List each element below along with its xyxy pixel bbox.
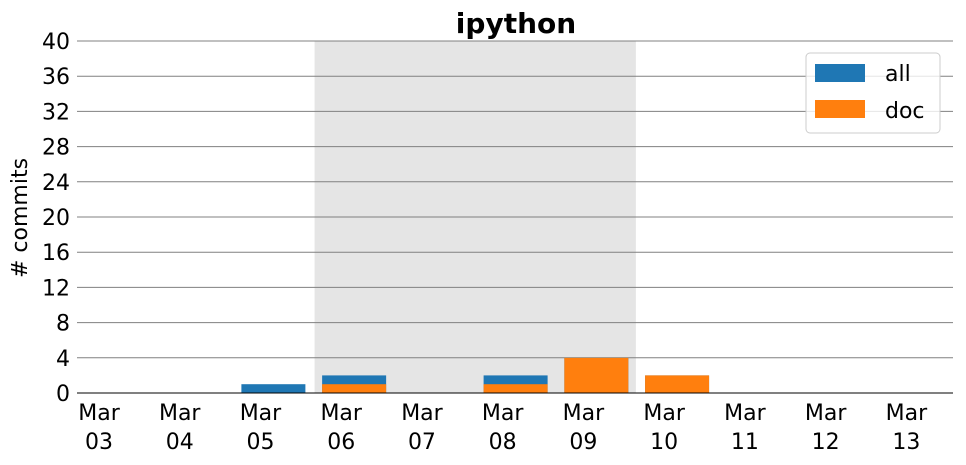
bar-doc-10 — [645, 375, 710, 393]
x-tick-month: Mar — [886, 401, 928, 426]
y-tick-label: 28 — [42, 136, 70, 161]
x-tick-month: Mar — [159, 401, 201, 426]
x-tick-month: Mar — [805, 401, 847, 426]
y-tick-label: 20 — [42, 206, 70, 231]
x-tick-month: Mar — [482, 401, 524, 426]
x-tick-day: 10 — [650, 430, 678, 455]
y-tick-label: 32 — [42, 100, 70, 125]
x-tick-day: 11 — [731, 430, 759, 455]
x-tick-day: 09 — [569, 430, 597, 455]
y-tick-label: 40 — [42, 30, 70, 55]
x-tick-labels: Mar 03 Mar 04 Mar 05 Mar 06 Mar 07 Mar 08 Mar 09 Mar 10… — [78, 401, 928, 455]
x-tick-day: 06 — [327, 430, 355, 455]
x-tick-day: 04 — [166, 430, 194, 455]
legend: all doc — [805, 52, 941, 134]
bar-doc-08 — [483, 384, 548, 393]
x-tick-day: 08 — [489, 430, 517, 455]
x-tick-month: Mar — [240, 401, 282, 426]
x-tick-day: 07 — [408, 430, 436, 455]
x-tick-day: 03 — [85, 430, 113, 455]
x-tick-month: Mar — [320, 401, 362, 426]
bar-doc-09 — [564, 357, 629, 393]
y-tick-label: 12 — [42, 276, 70, 301]
legend-label-doc: doc — [885, 99, 925, 124]
grid-lines — [77, 40, 953, 359]
legend-swatch-all — [815, 64, 865, 82]
bar-all-05 — [241, 384, 306, 393]
y-tick-label: 16 — [42, 241, 70, 266]
bars — [241, 357, 710, 393]
x-tick-day: 13 — [892, 430, 920, 455]
y-tick-label: 36 — [42, 65, 70, 90]
x-tick-month: Mar — [401, 401, 443, 426]
y-tick-label: 0 — [56, 382, 70, 407]
x-tick-day: 05 — [246, 430, 274, 455]
y-tick-label: 8 — [56, 312, 70, 337]
bar-doc-06 — [322, 384, 387, 393]
chart-title: ipython — [456, 7, 576, 40]
y-tick-label: 24 — [42, 171, 70, 196]
x-tick-month: Mar — [563, 401, 605, 426]
y-tick-label: 4 — [56, 347, 70, 372]
x-tick-month: Mar — [724, 401, 766, 426]
x-tick-month: Mar — [643, 401, 685, 426]
x-tick-day: 12 — [812, 430, 840, 455]
y-axis-label: # commits — [8, 158, 33, 278]
y-tick-labels: 0 4 8 12 16 20 24 28 32 36 40 — [42, 30, 70, 407]
legend-swatch-doc — [815, 100, 865, 118]
x-tick-month: Mar — [78, 401, 120, 426]
legend-label-all: all — [885, 62, 911, 87]
